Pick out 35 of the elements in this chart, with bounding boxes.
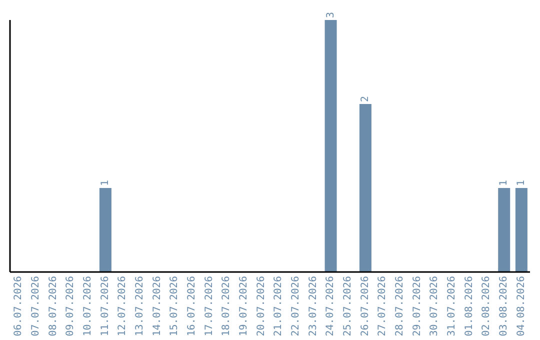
x-tick-label: 27.07.2026 (377, 276, 388, 336)
x-tick-label: 22.07.2026 (290, 276, 302, 336)
x-tick-label: 25.07.2026 (342, 276, 354, 336)
x-tick-label: 07.07.2026 (30, 276, 42, 336)
x-tick-label: 01.08.2026 (464, 276, 475, 336)
x-tick-label: 20.07.2026 (256, 276, 267, 336)
data-label: 2 (360, 96, 371, 102)
data-label: 3 (325, 12, 336, 18)
x-tick-label: 14.07.2026 (152, 276, 163, 336)
x-tick-label: 26.07.2026 (360, 276, 371, 336)
x-tick-label: 29.07.2026 (412, 276, 423, 336)
x-tick-label: 21.07.2026 (273, 276, 284, 336)
data-label: 1 (100, 180, 111, 186)
x-tick-label: 17.07.2026 (204, 276, 215, 336)
x-tick-label: 31.07.2026 (446, 276, 458, 336)
x-tick-label: 10.07.2026 (82, 276, 94, 336)
x-tick-label: 16.07.2026 (186, 276, 198, 336)
x-tick-label: 02.08.2026 (481, 276, 492, 336)
x-tick-label: 23.07.2026 (308, 276, 319, 336)
x-tick-label: 30.07.2026 (429, 276, 440, 336)
x-tick-label: 15.07.2026 (169, 276, 180, 336)
data-label: 1 (516, 180, 527, 186)
x-tick-label: 28.07.2026 (394, 276, 406, 336)
x-tick-label: 04.08.2026 (516, 276, 527, 336)
x-tick-label: 11.07.2026 (100, 276, 111, 336)
x-tick-label: 03.08.2026 (498, 276, 510, 336)
x-tick-label: 09.07.2026 (65, 276, 76, 336)
x-tick-label: 12.07.2026 (117, 276, 128, 336)
x-tick-label: 06.07.2026 (13, 276, 24, 336)
data-label: 1 (498, 180, 510, 186)
x-tick-label: 18.07.2026 (221, 276, 232, 336)
x-tick-label: 24.07.2026 (325, 276, 336, 336)
x-tick-label: 19.07.2026 (238, 276, 250, 336)
x-tick-label: 08.07.2026 (48, 276, 59, 336)
x-tick-label: 13.07.2026 (134, 276, 146, 336)
